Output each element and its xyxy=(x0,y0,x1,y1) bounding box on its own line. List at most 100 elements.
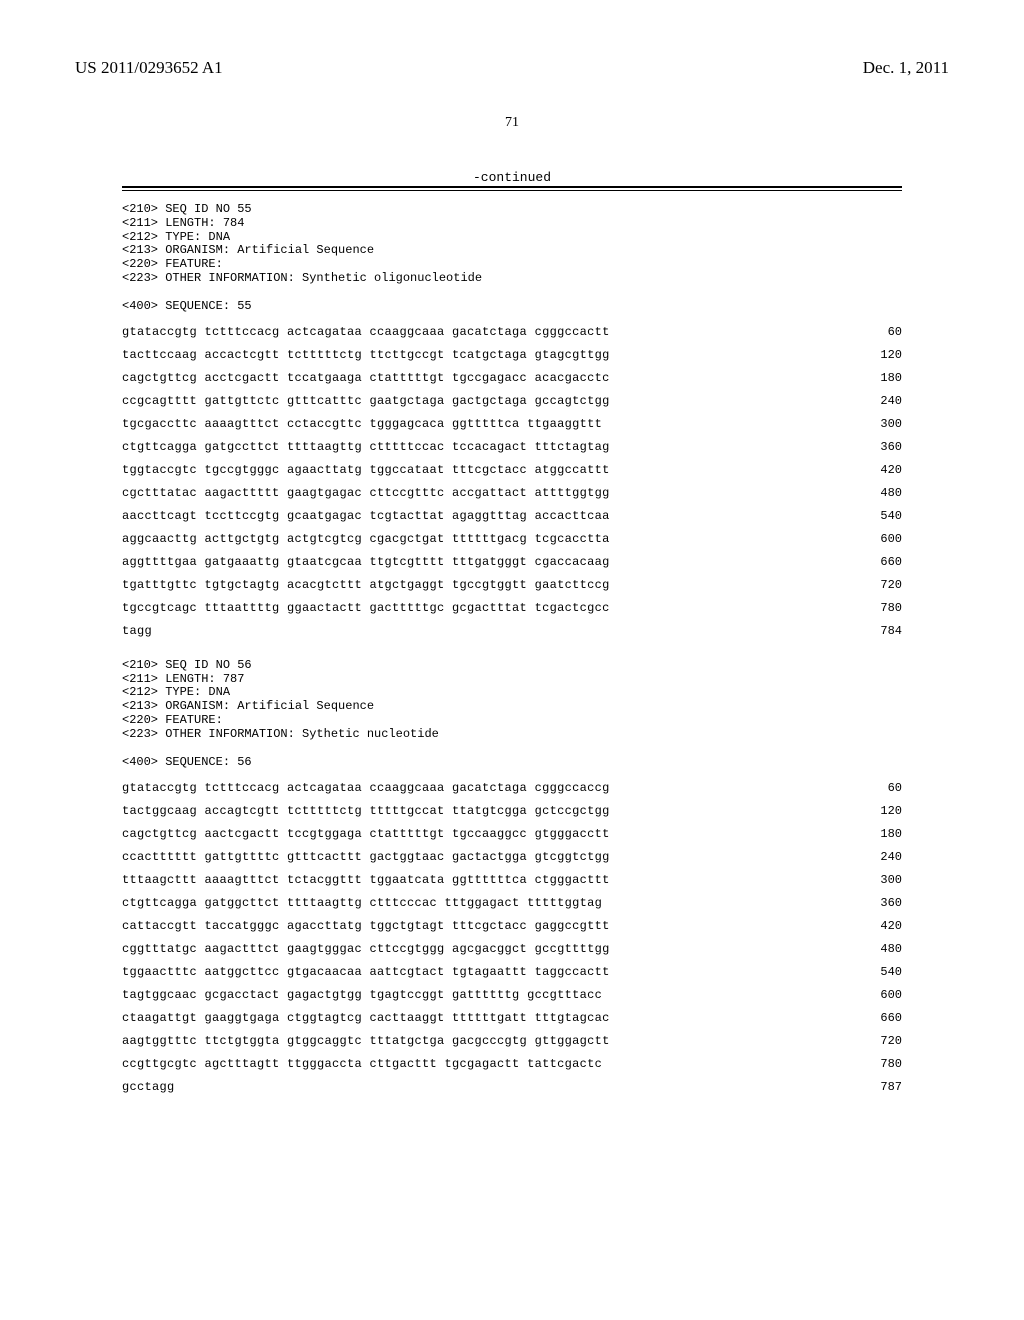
seq-row: cagctgttcg acctcgactt tccatgaaga ctatttt… xyxy=(122,372,902,384)
seq-row: tgatttgttc tgtgctagtg acacgtcttt atgctga… xyxy=(122,579,902,591)
seq-400-header: <400> SEQUENCE: 56 xyxy=(122,756,902,768)
seq-position: 600 xyxy=(862,989,902,1001)
publication-date: Dec. 1, 2011 xyxy=(863,58,949,78)
seq-row: tagg 784 xyxy=(122,625,902,637)
seq-position: 660 xyxy=(862,1012,902,1024)
seq-text: gcctagg xyxy=(122,1081,175,1093)
seq-row: tggaactttc aatggcttcc gtgacaacaa aattcgt… xyxy=(122,966,902,978)
seq-text: ccgttgcgtc agctttagtt ttgggaccta cttgact… xyxy=(122,1058,602,1070)
seq-text: aagtggtttc ttctgtggta gtggcaggtc tttatgc… xyxy=(122,1035,610,1047)
seq-row: aggcaacttg acttgctgtg actgtcgtcg cgacgct… xyxy=(122,533,902,545)
seq-position: 420 xyxy=(862,464,902,476)
seq-meta-line: <211> LENGTH: 787 xyxy=(122,673,902,687)
seq-text: tgccgtcagc tttaattttg ggaactactt gactttt… xyxy=(122,602,610,614)
seq-text: cgctttatac aagacttttt gaagtgagac cttccgt… xyxy=(122,487,610,499)
seq-position: 60 xyxy=(862,326,902,338)
seq-meta-line: <212> TYPE: DNA xyxy=(122,686,902,700)
seq-row: tggtaccgtc tgccgtgggc agaacttatg tggccat… xyxy=(122,464,902,476)
seq-text: gtataccgtg tctttccacg actcagataa ccaaggc… xyxy=(122,326,610,338)
seq-position: 780 xyxy=(862,602,902,614)
seq-row: ccgttgcgtc agctttagtt ttgggaccta cttgact… xyxy=(122,1058,902,1070)
seq-meta-line: <210> SEQ ID NO 55 xyxy=(122,203,902,217)
sequence-block-55: <210> SEQ ID NO 55 <211> LENGTH: 784 <21… xyxy=(122,203,902,637)
seq-meta-line: <220> FEATURE: xyxy=(122,714,902,728)
seq-row: ctgttcagga gatggcttct ttttaagttg ctttccc… xyxy=(122,897,902,909)
seq-text: tacttccaag accactcgtt tctttttctg ttcttgc… xyxy=(122,349,610,361)
seq-row: tgcgaccttc aaaagtttct cctaccgttc tgggagc… xyxy=(122,418,902,430)
seq-meta-line: <220> FEATURE: xyxy=(122,258,902,272)
seq-row: aggttttgaa gatgaaattg gtaatcgcaa ttgtcgt… xyxy=(122,556,902,568)
seq-position: 180 xyxy=(862,372,902,384)
page-number: 71 xyxy=(0,115,1024,131)
seq-text: aaccttcagt tccttccgtg gcaatgagac tcgtact… xyxy=(122,510,610,522)
publication-number: US 2011/0293652 A1 xyxy=(75,58,223,78)
seq-position: 60 xyxy=(862,782,902,794)
seq-text: ctaagattgt gaaggtgaga ctggtagtcg cacttaa… xyxy=(122,1012,610,1024)
seq-row: cagctgttcg aactcgactt tccgtggaga ctatttt… xyxy=(122,828,902,840)
seq-text: cattaccgtt taccatgggc agaccttatg tggctgt… xyxy=(122,920,610,932)
seq-row: ctaagattgt gaaggtgaga ctggtagtcg cacttaa… xyxy=(122,1012,902,1024)
seq-row: cattaccgtt taccatgggc agaccttatg tggctgt… xyxy=(122,920,902,932)
seq-position: 120 xyxy=(862,805,902,817)
seq-row: cgctttatac aagacttttt gaagtgagac cttccgt… xyxy=(122,487,902,499)
seq-meta-line: <213> ORGANISM: Artificial Sequence xyxy=(122,700,902,714)
seq-text: aggcaacttg acttgctgtg actgtcgtcg cgacgct… xyxy=(122,533,610,545)
seq-text: tagg xyxy=(122,625,152,637)
seq-meta-line: <210> SEQ ID NO 56 xyxy=(122,659,902,673)
seq-row: ccgcagtttt gattgttctc gtttcatttc gaatgct… xyxy=(122,395,902,407)
seq-position: 300 xyxy=(862,874,902,886)
seq-text: cagctgttcg acctcgactt tccatgaaga ctatttt… xyxy=(122,372,610,384)
seq-text: ccactttttt gattgttttc gtttcacttt gactggt… xyxy=(122,851,610,863)
seq-position: 720 xyxy=(862,579,902,591)
seq-position: 720 xyxy=(862,1035,902,1047)
seq-position: 787 xyxy=(862,1081,902,1093)
seq-row: gcctagg 787 xyxy=(122,1081,902,1093)
seq-text: ctgttcagga gatgccttct ttttaagttg ctttttc… xyxy=(122,441,610,453)
seq-text: cggtttatgc aagactttct gaagtgggac cttccgt… xyxy=(122,943,610,955)
seq-position: 780 xyxy=(862,1058,902,1070)
seq-position: 600 xyxy=(862,533,902,545)
seq-meta-line: <223> OTHER INFORMATION: Synthetic oligo… xyxy=(122,272,902,286)
seq-position: 660 xyxy=(862,556,902,568)
seq-position: 360 xyxy=(862,441,902,453)
seq-text: tagtggcaac gcgacctact gagactgtgg tgagtcc… xyxy=(122,989,602,1001)
seq-text: tactggcaag accagtcgtt tctttttctg tttttgc… xyxy=(122,805,610,817)
seq-row: aaccttcagt tccttccgtg gcaatgagac tcgtact… xyxy=(122,510,902,522)
continued-label: -continued xyxy=(0,170,1024,185)
seq-position: 240 xyxy=(862,395,902,407)
seq-position: 360 xyxy=(862,897,902,909)
seq-row: cggtttatgc aagactttct gaagtgggac cttccgt… xyxy=(122,943,902,955)
seq-rows-container: gtataccgtg tctttccacg actcagataa ccaaggc… xyxy=(122,326,902,637)
seq-meta-line: <223> OTHER INFORMATION: Sythetic nucleo… xyxy=(122,728,902,742)
seq-text: aggttttgaa gatgaaattg gtaatcgcaa ttgtcgt… xyxy=(122,556,610,568)
divider-top-thin xyxy=(122,190,902,191)
seq-position: 480 xyxy=(862,943,902,955)
seq-row: tacttccaag accactcgtt tctttttctg ttcttgc… xyxy=(122,349,902,361)
seq-position: 784 xyxy=(862,625,902,637)
sequence-listing-content: <210> SEQ ID NO 55 <211> LENGTH: 784 <21… xyxy=(122,186,902,1093)
seq-position: 420 xyxy=(862,920,902,932)
seq-row: gtataccgtg tctttccacg actcagataa ccaaggc… xyxy=(122,326,902,338)
seq-rows-container: gtataccgtg tctttccacg actcagataa ccaaggc… xyxy=(122,782,902,1093)
sequence-block-56: <210> SEQ ID NO 56 <211> LENGTH: 787 <21… xyxy=(122,659,902,1093)
seq-text: tgatttgttc tgtgctagtg acacgtcttt atgctga… xyxy=(122,579,610,591)
seq-meta-line: <211> LENGTH: 784 xyxy=(122,217,902,231)
seq-meta-line: <212> TYPE: DNA xyxy=(122,231,902,245)
seq-text: tggaactttc aatggcttcc gtgacaacaa aattcgt… xyxy=(122,966,610,978)
seq-text: ccgcagtttt gattgttctc gtttcatttc gaatgct… xyxy=(122,395,610,407)
seq-position: 540 xyxy=(862,510,902,522)
seq-text: tgcgaccttc aaaagtttct cctaccgttc tgggagc… xyxy=(122,418,602,430)
seq-row: tgccgtcagc tttaattttg ggaactactt gactttt… xyxy=(122,602,902,614)
seq-position: 480 xyxy=(862,487,902,499)
seq-position: 240 xyxy=(862,851,902,863)
seq-meta-line: <213> ORGANISM: Artificial Sequence xyxy=(122,244,902,258)
seq-position: 120 xyxy=(862,349,902,361)
seq-row: tactggcaag accagtcgtt tctttttctg tttttgc… xyxy=(122,805,902,817)
seq-position: 300 xyxy=(862,418,902,430)
seq-text: ctgttcagga gatggcttct ttttaagttg ctttccc… xyxy=(122,897,602,909)
seq-400-header: <400> SEQUENCE: 55 xyxy=(122,300,902,312)
divider-top-thick xyxy=(122,186,902,188)
seq-row: tttaagcttt aaaagtttct tctacggttt tggaatc… xyxy=(122,874,902,886)
seq-row: gtataccgtg tctttccacg actcagataa ccaaggc… xyxy=(122,782,902,794)
seq-position: 540 xyxy=(862,966,902,978)
